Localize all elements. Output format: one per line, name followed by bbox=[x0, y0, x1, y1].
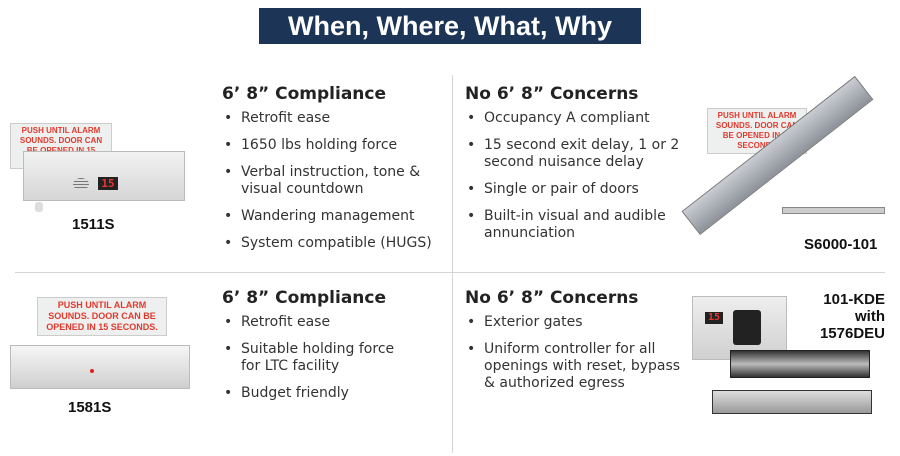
list-item: System compatible (HUGS) bbox=[222, 235, 447, 252]
section-1581s-compliance: 6’ 8” Compliance Retrofit ease Suitable … bbox=[222, 288, 447, 412]
section-1511s-compliance: 6’ 8” Compliance Retrofit ease 1650 lbs … bbox=[222, 84, 447, 262]
list-item: Uniform controller for all openings with… bbox=[465, 341, 690, 392]
list-item: Occupancy A compliant bbox=[465, 110, 690, 127]
section-heading: No 6’ 8” Concerns bbox=[465, 84, 639, 104]
speaker-icon bbox=[73, 178, 89, 190]
product-image-1581s-sign: PUSH UNTIL ALARM SOUNDS. DOOR CAN BE OPE… bbox=[37, 297, 167, 336]
list-item: Built-in visual and audible annunciation bbox=[465, 208, 690, 242]
list-item: Single or pair of doors bbox=[465, 181, 690, 198]
list-item: 15 second exit delay, 1 or 2 second nuis… bbox=[465, 137, 690, 171]
horizontal-divider bbox=[15, 272, 885, 273]
page-title: When, Where, What, Why bbox=[259, 8, 641, 44]
key-icon bbox=[35, 202, 43, 212]
section-heading: 6’ 8” Compliance bbox=[222, 84, 386, 104]
list-item: Wandering management bbox=[222, 208, 447, 225]
vertical-divider bbox=[452, 75, 453, 453]
led-icon bbox=[90, 369, 94, 373]
countdown-display: 15 bbox=[705, 312, 723, 324]
list-item: Budget friendly bbox=[222, 385, 447, 402]
keypad-icon bbox=[733, 310, 761, 345]
product-image-1511s bbox=[23, 151, 185, 201]
section-heading: 6’ 8” Compliance bbox=[222, 288, 386, 308]
product-image-1576deu-plate bbox=[712, 390, 872, 414]
section-101kde-concerns: No 6’ 8” Concerns Exterior gates Uniform… bbox=[465, 288, 690, 402]
section-s6000-concerns: No 6’ 8” Concerns Occupancy A compliant … bbox=[465, 84, 690, 252]
product-image-s6000-small bbox=[782, 207, 885, 214]
list-item: Retrofit ease bbox=[222, 110, 447, 127]
list-item: Retrofit ease bbox=[222, 314, 447, 331]
countdown-display: 15 bbox=[98, 177, 118, 190]
list-item: Verbal instruction, tone & visual countd… bbox=[222, 164, 427, 198]
product-label-s6000-101: S6000-101 bbox=[804, 236, 878, 253]
list-item: Suitable holding force for LTC facility bbox=[222, 341, 412, 375]
list-item: Exterior gates bbox=[465, 314, 690, 331]
product-label-1511s: 1511S bbox=[72, 216, 115, 233]
section-heading: No 6’ 8” Concerns bbox=[465, 288, 639, 308]
product-label-101-kde: 101-KDE with 1576DEU bbox=[819, 291, 885, 342]
product-label-1581s: 1581S bbox=[68, 399, 112, 416]
product-image-1581s bbox=[10, 345, 190, 389]
product-image-1576deu-magnet bbox=[730, 350, 870, 378]
list-item: 1650 lbs holding force bbox=[222, 137, 447, 154]
